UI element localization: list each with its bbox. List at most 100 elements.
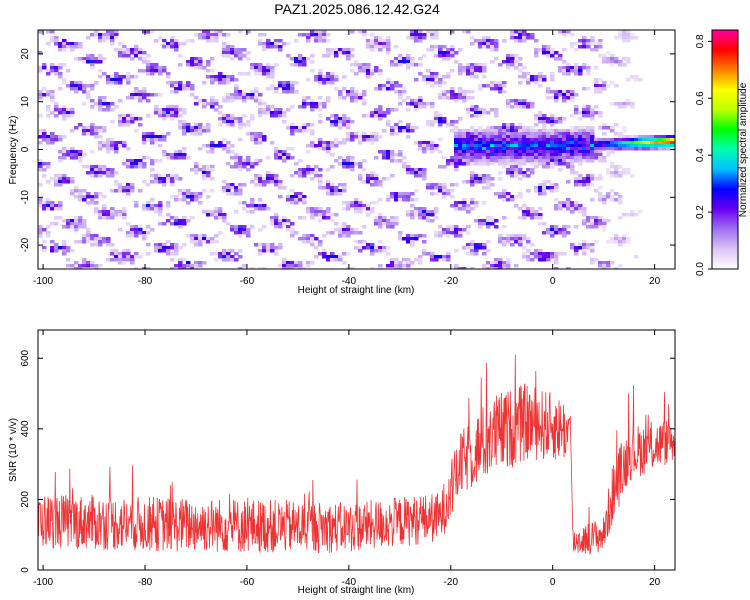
heatmap-cell bbox=[254, 96, 259, 100]
x-tick-label: -60 bbox=[240, 577, 255, 588]
heatmap-cell bbox=[322, 81, 327, 85]
heatmap-cell bbox=[386, 225, 391, 229]
heatmap-cell bbox=[114, 105, 119, 109]
heatmap-cell bbox=[498, 126, 503, 130]
heatmap-cell bbox=[50, 66, 55, 70]
heatmap-cell bbox=[126, 159, 131, 163]
heatmap-cell bbox=[310, 168, 315, 172]
heatmap-cell bbox=[86, 165, 91, 169]
heatmap-cell bbox=[454, 99, 459, 103]
heatmap-cell bbox=[82, 195, 87, 199]
heatmap-cell bbox=[498, 81, 503, 85]
heatmap-cell bbox=[522, 75, 527, 79]
heatmap-cell bbox=[38, 90, 43, 94]
heatmap-cell bbox=[122, 141, 127, 145]
heatmap-cell bbox=[590, 198, 595, 202]
heatmap-cell bbox=[410, 198, 415, 202]
heatmap-cell bbox=[142, 234, 147, 238]
heatmap-cell bbox=[470, 96, 475, 100]
heatmap-cell bbox=[446, 75, 451, 79]
heatmap-cell bbox=[570, 99, 575, 103]
heatmap-cell bbox=[350, 63, 355, 67]
heatmap-cell bbox=[198, 132, 203, 136]
heatmap-cell bbox=[486, 141, 491, 145]
heatmap-cell bbox=[458, 147, 463, 151]
heatmap-cell bbox=[598, 156, 603, 160]
heatmap-cell bbox=[70, 264, 75, 268]
heatmap-cell bbox=[474, 156, 479, 160]
heatmap-cell bbox=[322, 147, 327, 151]
heatmap-cell bbox=[454, 96, 459, 100]
heatmap-cell bbox=[418, 147, 423, 151]
heatmap-cell bbox=[526, 159, 531, 163]
heatmap-cell bbox=[190, 129, 195, 133]
heatmap-cell bbox=[446, 54, 451, 58]
heatmap-cell bbox=[582, 150, 587, 154]
heatmap-cell bbox=[618, 165, 623, 169]
heatmap-cell bbox=[170, 153, 175, 157]
heatmap-cell bbox=[302, 216, 307, 220]
heatmap-cell bbox=[406, 108, 411, 112]
heatmap-cell bbox=[310, 108, 315, 112]
heatmap-cell bbox=[86, 201, 91, 205]
heatmap-cell bbox=[186, 87, 191, 91]
heatmap-cell bbox=[114, 189, 119, 193]
heatmap-cell bbox=[442, 93, 447, 97]
heatmap-cell bbox=[434, 192, 439, 196]
heatmap-cell bbox=[394, 219, 399, 223]
heatmap-cell bbox=[138, 99, 143, 103]
heatmap-cell bbox=[434, 216, 439, 220]
heatmap-cell bbox=[350, 87, 355, 91]
heatmap-cell bbox=[146, 114, 151, 118]
y-tick-label: 400 bbox=[20, 420, 31, 437]
heatmap-cell bbox=[186, 234, 191, 238]
heatmap-cell bbox=[614, 132, 619, 136]
heatmap-cell bbox=[330, 120, 335, 124]
heatmap-cell bbox=[254, 177, 259, 181]
heatmap-cell bbox=[66, 150, 71, 154]
heatmap-cell bbox=[510, 144, 515, 148]
heatmap-cell bbox=[402, 165, 407, 169]
heatmap-cell bbox=[38, 234, 43, 238]
heatmap-cell bbox=[598, 261, 603, 265]
heatmap-cell bbox=[414, 213, 419, 217]
heatmap-cell bbox=[494, 153, 499, 157]
heatmap-cell bbox=[382, 153, 387, 157]
heatmap-cell bbox=[158, 213, 163, 217]
heatmap-cell bbox=[50, 201, 55, 205]
heatmap-cell bbox=[258, 42, 263, 46]
heatmap-cell bbox=[222, 147, 227, 151]
heatmap-cell bbox=[374, 174, 379, 178]
heatmap-cell bbox=[294, 201, 299, 205]
heatmap-cell bbox=[418, 96, 423, 100]
heatmap-cell bbox=[622, 129, 627, 133]
heatmap-cell bbox=[446, 51, 451, 55]
heatmap-cell bbox=[298, 174, 303, 178]
heatmap-cell bbox=[498, 162, 503, 166]
heatmap-cell bbox=[62, 111, 67, 115]
heatmap-cell bbox=[462, 69, 467, 73]
heatmap-cell bbox=[358, 93, 363, 97]
heatmap-cell bbox=[410, 36, 415, 40]
heatmap-cell bbox=[306, 57, 311, 61]
heatmap-cell bbox=[210, 33, 215, 37]
heatmap-cell bbox=[382, 129, 387, 133]
heatmap-cell bbox=[98, 57, 103, 61]
heatmap-cell bbox=[250, 66, 255, 70]
heatmap-cell bbox=[418, 57, 423, 61]
heatmap-cell bbox=[586, 126, 591, 130]
heatmap-cell bbox=[362, 99, 367, 103]
heatmap-cell bbox=[322, 78, 327, 82]
heatmap-cell bbox=[450, 204, 455, 208]
heatmap-cell bbox=[322, 102, 327, 106]
heatmap-cell bbox=[86, 195, 91, 199]
heatmap-cell bbox=[546, 162, 551, 166]
heatmap-cell bbox=[574, 153, 579, 157]
heatmap-cell bbox=[626, 36, 631, 40]
heatmap-cell bbox=[626, 147, 631, 151]
heatmap-cell bbox=[158, 93, 163, 97]
heatmap-cell bbox=[374, 135, 379, 139]
heatmap-cell bbox=[442, 195, 447, 199]
heatmap-cell bbox=[102, 33, 107, 37]
heatmap-cell bbox=[90, 129, 95, 133]
